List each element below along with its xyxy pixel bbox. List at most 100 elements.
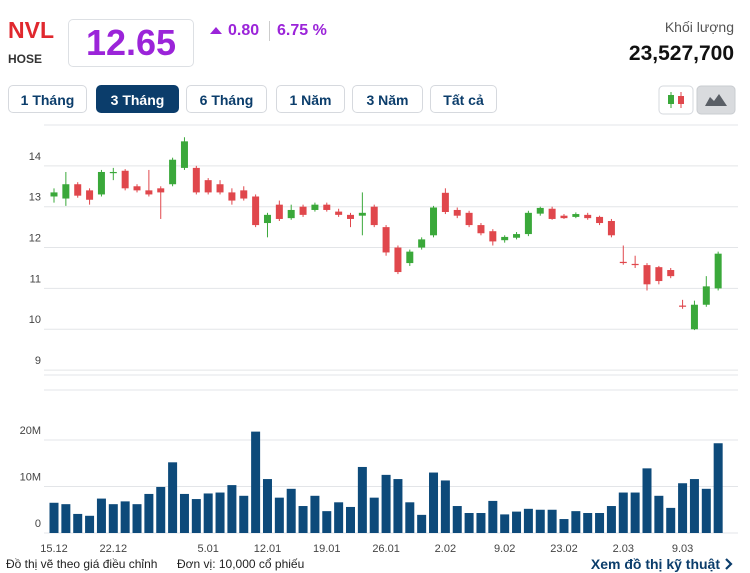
- volume-bar: [678, 483, 688, 533]
- candle-body: [287, 209, 295, 219]
- volume-bar: [405, 502, 415, 533]
- candle-body: [263, 214, 271, 224]
- volume-bar: [689, 479, 699, 533]
- candle-body: [299, 206, 307, 215]
- candle-body: [62, 184, 70, 199]
- volume-bar: [144, 493, 154, 533]
- volume-bar: [381, 474, 391, 533]
- volume-bar: [274, 497, 284, 533]
- volume-bar: [417, 514, 427, 533]
- volume-bar: [156, 486, 166, 533]
- candle-body: [74, 184, 82, 196]
- volume-bar: [239, 495, 249, 533]
- candle-body: [311, 204, 319, 210]
- volume-bar: [476, 513, 486, 533]
- candle-body: [275, 204, 283, 219]
- candle-body: [714, 253, 722, 289]
- volume-bar: [215, 492, 225, 533]
- candle-body: [560, 215, 568, 219]
- candle-body: [501, 236, 509, 241]
- candle-body: [133, 186, 141, 191]
- price: 12.65: [68, 19, 194, 67]
- volume-bar: [298, 506, 308, 533]
- volume-bar: [654, 495, 664, 533]
- candle-body: [192, 167, 200, 193]
- volume-bar: [464, 513, 474, 533]
- candle-body: [86, 190, 94, 200]
- volume-bar: [108, 504, 118, 533]
- x-tick-label: 9.03: [672, 543, 693, 555]
- candle-body: [596, 216, 604, 224]
- volume-bar: [642, 468, 652, 533]
- volume-bar: [251, 431, 261, 533]
- volume-bar: [310, 495, 320, 533]
- volume-bar: [701, 488, 711, 533]
- volume-bar: [120, 501, 130, 533]
- up-arrow: [210, 27, 222, 34]
- range-tab[interactable]: 6 Tháng: [186, 85, 267, 113]
- candle-body: [169, 159, 177, 185]
- volume-bar: [512, 511, 522, 533]
- technical-chart-link[interactable]: Xem đồ thị kỹ thuật: [590, 556, 720, 572]
- candle-body: [430, 207, 438, 236]
- volume-bar: [357, 466, 367, 533]
- candle-body: [667, 270, 675, 277]
- volume-bar: [49, 502, 59, 533]
- volume-bar: [452, 506, 462, 533]
- candle-body: [477, 225, 485, 234]
- candle-body: [157, 188, 165, 193]
- volume-bar: [618, 492, 628, 533]
- y-tick-label: 11: [30, 273, 41, 285]
- volume-bar: [322, 511, 332, 533]
- area-icon: [705, 94, 727, 106]
- volume-bar: [535, 509, 545, 533]
- price-change-percent: 6.75 %: [277, 22, 327, 39]
- y-tick-label: 14: [29, 151, 41, 163]
- range-tab[interactable]: Tất cả: [430, 85, 497, 113]
- volume-bar: [179, 493, 189, 533]
- candle-body: [572, 214, 580, 217]
- volume-bar: [595, 513, 605, 533]
- candle-body: [382, 227, 390, 253]
- separator: [269, 21, 270, 41]
- volume-bar: [61, 504, 71, 533]
- volume-bar: [630, 492, 640, 533]
- range-tab[interactable]: 1 Tháng: [8, 85, 87, 113]
- candle-body: [465, 212, 473, 226]
- candle-body: [513, 234, 521, 238]
- candle-body: [180, 141, 188, 168]
- range-tab[interactable]: 1 Năm: [276, 85, 345, 113]
- y-tick-label: 13: [29, 192, 41, 204]
- candle-body: [453, 209, 461, 216]
- candle-body: [584, 214, 592, 219]
- candle-body: [204, 180, 212, 193]
- volume-bar: [262, 479, 272, 533]
- range-tab[interactable]: 3 Năm: [352, 85, 423, 113]
- x-tick-label: 22.12: [100, 543, 128, 555]
- volume-bar: [713, 443, 723, 533]
- candle-body: [619, 261, 627, 264]
- candle-body: [145, 190, 153, 195]
- exchange: HOSE: [8, 52, 43, 66]
- volume-bar: [203, 493, 213, 533]
- volume-bar: [227, 485, 237, 533]
- candle-body: [347, 214, 354, 219]
- volume-bar: [500, 514, 510, 533]
- candle-view-button[interactable]: [658, 85, 694, 115]
- chevron-icon: [725, 558, 733, 570]
- x-tick-label: 19.01: [313, 543, 341, 555]
- ticker: NVL: [8, 17, 54, 43]
- y-tick-label: 20M: [20, 425, 41, 437]
- candle-body: [702, 286, 710, 305]
- range-tab[interactable]: 3 Tháng: [96, 85, 179, 113]
- x-tick-label: 15.12: [40, 543, 68, 555]
- y-tick-label: 10M: [20, 471, 41, 483]
- candle-body: [121, 170, 129, 189]
- candle-body: [216, 184, 224, 193]
- candle-body: [370, 206, 378, 226]
- footer-unit: Đơn vị: 10,000 cổ phiếu: [177, 557, 305, 571]
- volume-bar: [666, 507, 676, 533]
- candle-body: [406, 251, 414, 264]
